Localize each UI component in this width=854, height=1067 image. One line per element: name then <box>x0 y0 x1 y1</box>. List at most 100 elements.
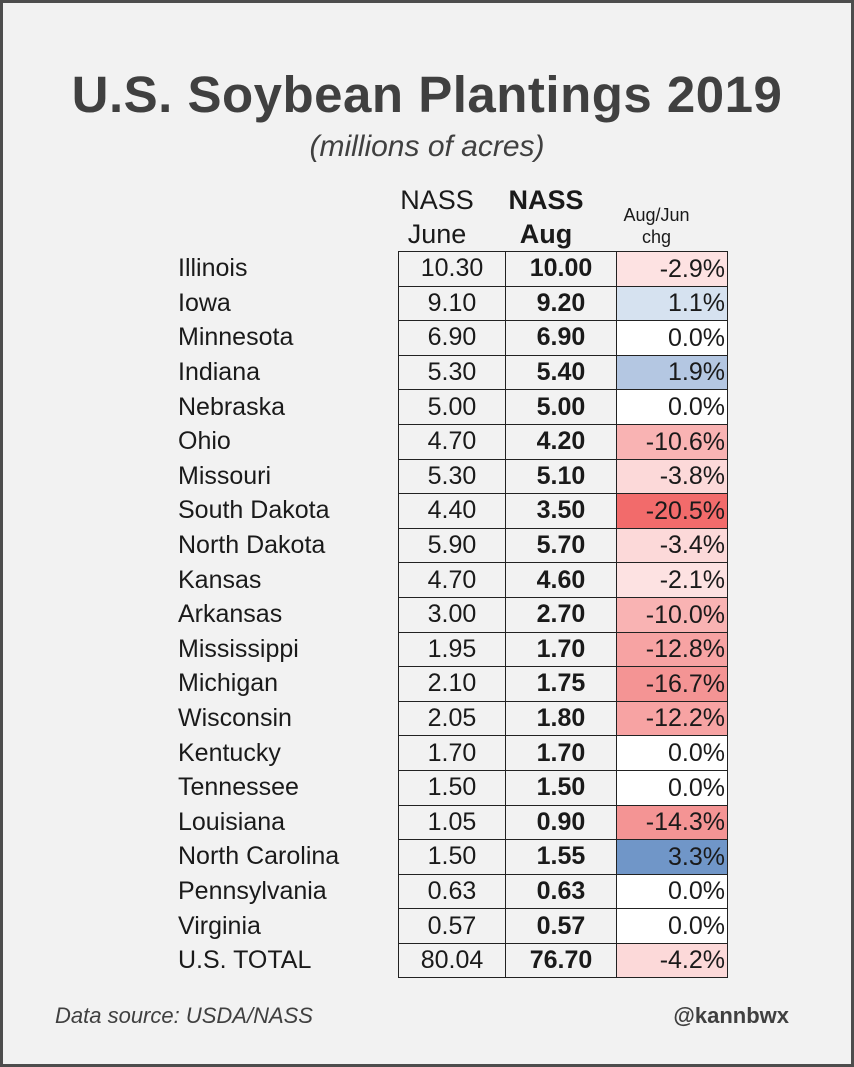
table-row: Iowa 9.10 9.20 1.1% <box>166 285 728 322</box>
state-name-cell: Nebraska <box>178 392 285 421</box>
june-value-cell: 5.30 <box>398 354 506 391</box>
header-change-line1: Aug/Jun <box>623 205 690 225</box>
change-pct-cell: -16.7% <box>616 666 728 702</box>
table-row: Missouri 5.30 5.10 -3.8% <box>166 458 728 495</box>
table-row: North Carolina 1.50 1.55 3.3% <box>166 839 728 875</box>
table-row: U.S. TOTAL 80.04 76.70 -4.2% <box>166 942 728 979</box>
state-name-cell: Indiana <box>178 358 261 387</box>
table-row: Arkansas 3.00 2.70 -10.0% <box>166 596 728 633</box>
aug-value-cell: 2.70 <box>505 596 617 633</box>
plantings-table: Illinois 10.30 10.00 -2.9% Iowa 9.10 9.20 1.1% M… <box>166 251 728 979</box>
state-name-cell: Virginia <box>178 911 261 940</box>
june-value-cell: 4.70 <box>398 562 506 598</box>
table-row: Pennsylvania 0.63 0.63 0.0% <box>166 873 728 910</box>
june-value-cell: 1.70 <box>398 735 506 771</box>
aug-value-cell: 5.70 <box>505 527 617 564</box>
state-name-cell: Arkansas <box>178 600 283 629</box>
plantings-table-body: Illinois 10.30 10.00 -2.9% Iowa 9.10 9.20 1.1% M… <box>166 251 728 979</box>
table-row: Indiana 5.30 5.40 1.9% <box>166 354 728 391</box>
header-aug-line1: NASS <box>508 185 584 215</box>
change-pct-cell: 0.0% <box>616 735 728 771</box>
june-value-cell: 5.90 <box>398 527 506 564</box>
june-value-cell: 3.00 <box>398 596 506 633</box>
table-row: Michigan 2.10 1.75 -16.7% <box>166 666 728 702</box>
table-row: Minnesota 6.90 6.90 0.0% <box>166 320 728 356</box>
state-name-cell: Kentucky <box>178 738 281 767</box>
aug-value-cell: 10.00 <box>505 251 617 287</box>
state-name-cell: Michigan <box>178 669 279 698</box>
change-pct-cell: 0.0% <box>616 769 728 806</box>
header-june-line2: June <box>407 219 467 249</box>
table-row: Ohio 4.70 4.20 -10.6% <box>166 423 728 460</box>
change-pct-cell: -10.0% <box>616 596 728 633</box>
chart-subtitle: (millions of acres) <box>309 130 545 163</box>
change-pct-cell: -12.2% <box>616 700 728 737</box>
june-value-cell: 4.40 <box>398 493 506 529</box>
data-source-note: Data source: USDA/NASS <box>55 1003 313 1028</box>
chart-title: U.S. Soybean Plantings 2019 <box>71 66 783 123</box>
aug-value-cell: 3.50 <box>505 493 617 529</box>
june-value-cell: 1.95 <box>398 631 506 668</box>
state-name-cell: Mississippi <box>178 634 299 663</box>
state-name-cell: Illinois <box>178 254 248 283</box>
table-row: Tennessee 1.50 1.50 0.0% <box>166 769 728 806</box>
aug-value-cell: 9.20 <box>505 285 617 322</box>
change-pct-cell: -12.8% <box>616 631 728 668</box>
aug-value-cell: 0.90 <box>505 804 617 841</box>
aug-value-cell: 5.10 <box>505 458 617 495</box>
aug-value-cell: 6.90 <box>505 320 617 356</box>
aug-value-cell: 1.70 <box>505 735 617 771</box>
june-value-cell: 1.05 <box>398 804 506 841</box>
change-pct-cell: -2.1% <box>616 562 728 598</box>
state-name-cell: South Dakota <box>178 496 330 525</box>
aug-value-cell: 1.50 <box>505 769 617 806</box>
change-pct-cell: 0.0% <box>616 908 728 944</box>
table-row: Kentucky 1.70 1.70 0.0% <box>166 735 728 771</box>
table-row: Louisiana 1.05 0.90 -14.3% <box>166 804 728 841</box>
table-row: Virginia 0.57 0.57 0.0% <box>166 908 728 944</box>
change-pct-cell: -10.6% <box>616 423 728 460</box>
state-name-cell: Wisconsin <box>178 704 292 733</box>
header-aug-line2: Aug <box>519 219 573 249</box>
change-pct-cell: 1.1% <box>616 285 728 322</box>
table-row: Illinois 10.30 10.00 -2.9% <box>166 251 728 287</box>
change-pct-cell: 1.9% <box>616 354 728 391</box>
june-value-cell: 1.50 <box>398 839 506 875</box>
table-row: North Dakota 5.90 5.70 -3.4% <box>166 527 728 564</box>
state-name-cell: Missouri <box>178 461 272 490</box>
aug-value-cell: 1.75 <box>505 666 617 702</box>
june-value-cell: 10.30 <box>398 251 506 287</box>
state-name-cell: Pennsylvania <box>178 876 327 905</box>
change-pct-cell: -14.3% <box>616 804 728 841</box>
header-june: NASS June <box>383 183 491 251</box>
june-value-cell: 0.63 <box>398 873 506 910</box>
aug-value-cell: 0.63 <box>505 873 617 910</box>
state-name-cell: Ohio <box>178 427 231 456</box>
header-june-line1: NASS <box>400 185 474 215</box>
change-pct-cell: -3.8% <box>616 458 728 495</box>
change-pct-cell: -2.9% <box>616 251 728 287</box>
table-row: Mississippi 1.95 1.70 -12.8% <box>166 631 728 668</box>
change-pct-cell: 0.0% <box>616 389 728 425</box>
aug-value-cell: 5.40 <box>505 354 617 391</box>
june-value-cell: 5.00 <box>398 389 506 425</box>
author-handle: @kannbwx <box>673 1003 789 1028</box>
state-name-cell: Louisiana <box>178 807 286 836</box>
state-name-cell: U.S. TOTAL <box>178 946 312 975</box>
state-name-cell: North Carolina <box>178 842 340 871</box>
header-aug: NASS Aug <box>490 183 602 251</box>
table-row: Wisconsin 2.05 1.80 -12.2% <box>166 700 728 737</box>
header-change: Aug/Jun chg <box>602 204 711 248</box>
aug-value-cell: 4.20 <box>505 423 617 460</box>
change-pct-cell: -20.5% <box>616 493 728 529</box>
june-value-cell: 5.30 <box>398 458 506 495</box>
june-value-cell: 0.57 <box>398 908 506 944</box>
june-value-cell: 9.10 <box>398 285 506 322</box>
state-name-cell: North Dakota <box>178 531 326 560</box>
state-name-cell: Minnesota <box>178 323 294 352</box>
june-value-cell: 1.50 <box>398 769 506 806</box>
june-value-cell: 2.05 <box>398 700 506 737</box>
change-pct-cell: 3.3% <box>616 839 728 875</box>
state-name-cell: Tennessee <box>178 773 299 802</box>
